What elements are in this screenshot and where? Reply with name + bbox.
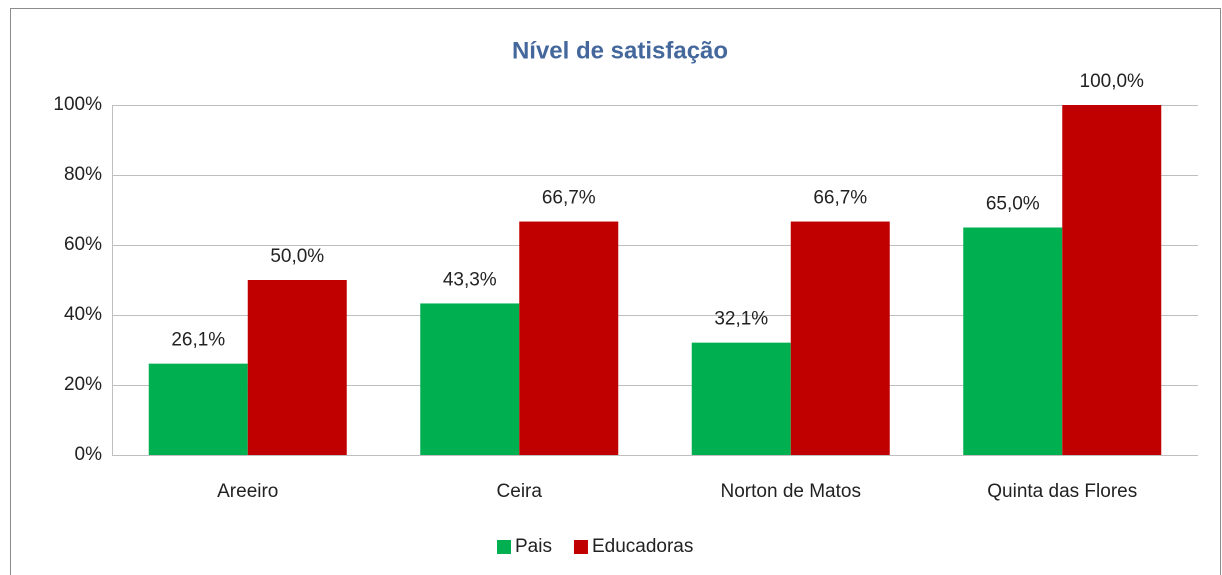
data-label: 32,1% [714,309,768,330]
y-tick-label: 0% [75,444,103,465]
legend-swatch [573,540,588,554]
y-tick-label: 100% [53,94,102,115]
x-tick-label: Areeiro [217,481,278,502]
legend-swatch [497,540,511,554]
legend-label: Educadoras [592,536,693,557]
y-tick-label: 80% [64,164,102,185]
x-tick-label: Norton de Matos [721,481,861,502]
bar [420,303,520,455]
bar [148,363,248,455]
legend-label: Pais [515,536,552,557]
bar [1062,105,1162,455]
data-label: 65,0% [986,194,1040,215]
data-label: 26,1% [171,330,225,351]
data-label: 66,7% [542,188,596,209]
bar [790,221,890,455]
data-label: 66,7% [813,188,867,209]
x-tick-label: Ceira [497,481,543,502]
bar [963,227,1063,455]
data-label: 50,0% [270,246,324,267]
y-tick-label: 40% [64,304,102,325]
bar [247,280,347,455]
x-tick-label: Quinta das Flores [987,481,1137,502]
data-label: 100,0% [1080,71,1145,92]
bar [519,221,619,455]
bar [691,342,791,455]
y-tick-label: 60% [64,234,102,255]
y-tick-label: 20% [64,374,102,395]
chart-title: Nível de satisfação [512,37,728,64]
data-label: 43,3% [443,269,497,290]
